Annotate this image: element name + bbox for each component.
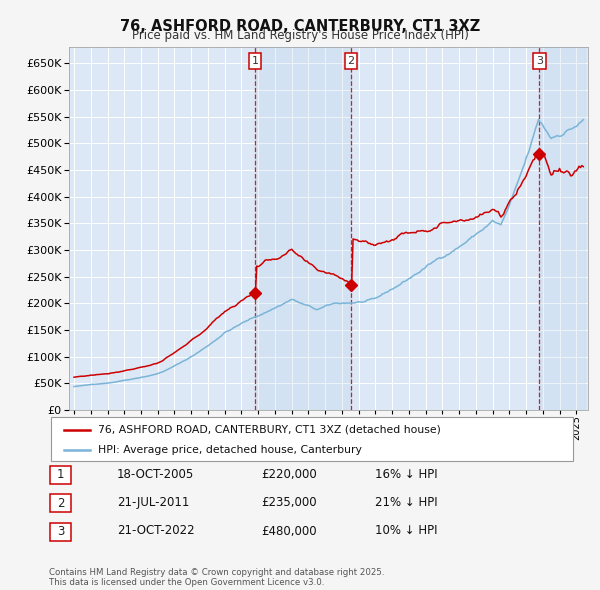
FancyBboxPatch shape	[51, 417, 573, 461]
Text: 18-OCT-2005: 18-OCT-2005	[117, 468, 194, 481]
Bar	[539, 47, 584, 410]
Text: £480,000: £480,000	[261, 525, 317, 537]
Text: 21-JUL-2011: 21-JUL-2011	[117, 496, 190, 509]
Text: 21-OCT-2022: 21-OCT-2022	[117, 525, 194, 537]
Text: 2: 2	[57, 497, 64, 510]
Text: Contains HM Land Registry data © Crown copyright and database right 2025.
This d: Contains HM Land Registry data © Crown c…	[49, 568, 385, 587]
Text: HPI: Average price, detached house, Canterbury: HPI: Average price, detached house, Cant…	[98, 445, 362, 455]
Text: 21% ↓ HPI: 21% ↓ HPI	[375, 496, 437, 509]
FancyBboxPatch shape	[50, 523, 71, 540]
Text: 1: 1	[57, 468, 64, 481]
Text: £220,000: £220,000	[261, 468, 317, 481]
Text: 10% ↓ HPI: 10% ↓ HPI	[375, 525, 437, 537]
Text: 76, ASHFORD ROAD, CANTERBURY, CT1 3XZ (detached house): 76, ASHFORD ROAD, CANTERBURY, CT1 3XZ (d…	[98, 425, 441, 434]
Text: 3: 3	[57, 525, 64, 538]
FancyBboxPatch shape	[50, 494, 71, 512]
Text: 1: 1	[251, 56, 259, 66]
Text: 76, ASHFORD ROAD, CANTERBURY, CT1 3XZ: 76, ASHFORD ROAD, CANTERBURY, CT1 3XZ	[120, 19, 480, 34]
Text: 2: 2	[347, 56, 355, 66]
FancyBboxPatch shape	[50, 466, 71, 484]
Text: Price paid vs. HM Land Registry's House Price Index (HPI): Price paid vs. HM Land Registry's House …	[131, 30, 469, 42]
Text: 3: 3	[536, 56, 543, 66]
Text: 16% ↓ HPI: 16% ↓ HPI	[375, 468, 437, 481]
Text: £235,000: £235,000	[261, 496, 317, 509]
Bar	[255, 47, 351, 410]
